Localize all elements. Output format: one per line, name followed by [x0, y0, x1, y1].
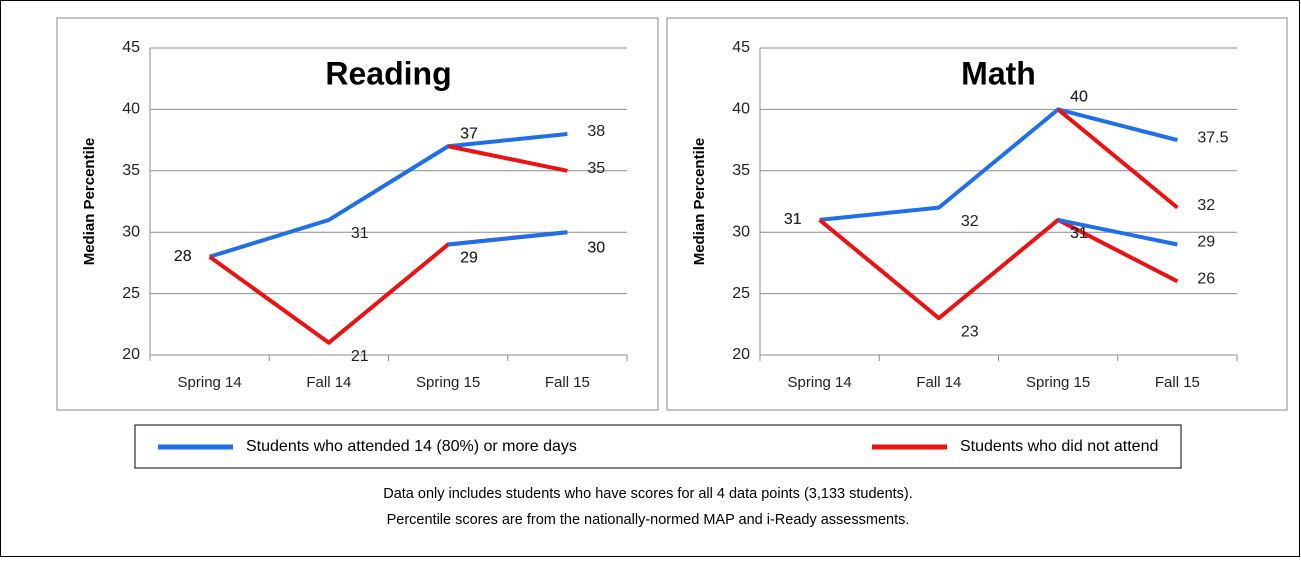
data-label: 28 [174, 248, 192, 265]
data-label: 29 [460, 250, 478, 267]
data-label: 28 [174, 248, 192, 265]
y-tick-label: 20 [122, 346, 140, 363]
y-tick-label: 25 [122, 285, 140, 302]
x-tick-label: Spring 15 [1026, 374, 1090, 391]
note: Percentile scores are from the nationall… [387, 512, 910, 528]
series-line [819, 107, 1178, 222]
series-line [1057, 217, 1178, 247]
y-tick-label: 35 [732, 162, 750, 179]
panel-frame [56, 17, 659, 411]
legend-label: Students who attended 14 (80%) or more d… [246, 438, 577, 455]
y-tick-label: 25 [732, 285, 750, 302]
x-tick-label: Fall 15 [1155, 374, 1200, 391]
series-line [818, 217, 1179, 321]
series-line [447, 230, 568, 247]
y-tick-label: 45 [122, 39, 140, 56]
series-line [1056, 107, 1179, 210]
y-tick-label: 45 [732, 39, 750, 56]
y-tick-label: 35 [122, 162, 140, 179]
legend-box [134, 424, 1182, 469]
data-label: 31 [351, 225, 369, 242]
data-label: 31 [1070, 225, 1088, 242]
note: Data only includes students who have sco… [383, 486, 913, 502]
y-tick-label: 40 [732, 101, 750, 118]
data-label: 29 [460, 250, 478, 267]
data-label: 35 [587, 160, 605, 177]
legend-label: Students who did not attend [960, 438, 1158, 455]
y-axis-label: Median Percentile [691, 138, 708, 266]
data-label: 21 [351, 348, 369, 365]
data-label: 26 [1197, 271, 1215, 288]
data-label: 40 [1070, 89, 1088, 106]
panel-frame [666, 17, 1288, 411]
data-label: 37 [460, 125, 478, 142]
data-label: 30 [587, 239, 605, 256]
data-label: 32 [961, 213, 979, 230]
data-label: 37.5 [1197, 129, 1228, 146]
data-label: 37 [460, 125, 478, 142]
y-tick-label: 40 [122, 101, 140, 118]
data-label: 23 [961, 323, 979, 340]
data-label: 31 [784, 211, 802, 228]
data-label: 31 [1070, 225, 1088, 242]
y-tick-label: 30 [732, 223, 750, 240]
data-label: 29 [1197, 234, 1215, 251]
x-tick-label: Spring 14 [178, 374, 242, 391]
series-line [447, 144, 568, 173]
y-tick-label: 20 [732, 346, 750, 363]
chart-title: Math [961, 55, 1036, 91]
data-label: 31 [784, 211, 802, 228]
chart-title: Reading [325, 55, 451, 91]
x-tick-label: Fall 15 [545, 374, 590, 391]
y-tick-label: 30 [122, 223, 140, 240]
data-label: 38 [587, 123, 605, 140]
x-tick-label: Spring 15 [416, 374, 480, 391]
x-tick-label: Spring 14 [788, 374, 852, 391]
x-tick-label: Fall 14 [916, 374, 961, 391]
series-line [209, 131, 568, 259]
data-label: 32 [1197, 197, 1215, 214]
y-axis-label: Median Percentile [81, 138, 98, 266]
data-label: 30 [587, 239, 605, 256]
data-label: 40 [1070, 89, 1088, 106]
x-tick-label: Fall 14 [306, 374, 351, 391]
